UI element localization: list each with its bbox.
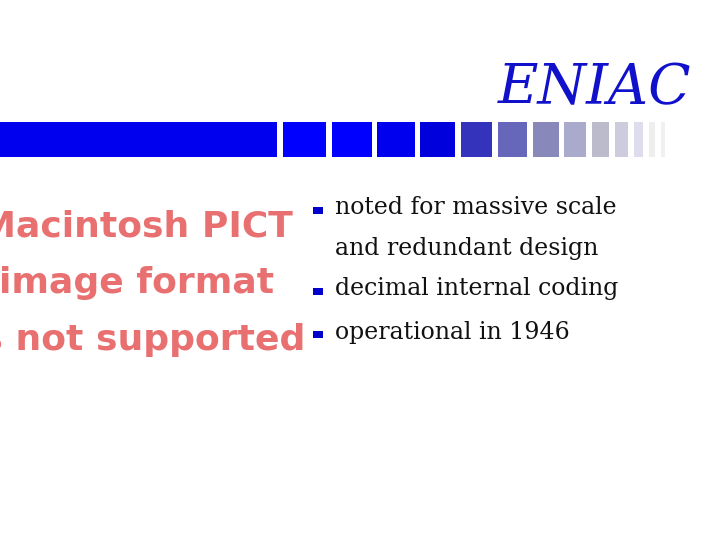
Bar	[631, 122, 634, 157]
Bar	[669, 122, 671, 157]
Bar	[330, 122, 332, 157]
Text: image format: image format	[0, 267, 274, 300]
Bar	[613, 122, 615, 157]
Bar	[661, 122, 665, 157]
Bar	[281, 122, 283, 157]
Text: and redundant design: and redundant design	[335, 237, 598, 260]
Bar	[590, 122, 592, 157]
Bar	[313, 288, 323, 295]
Bar	[649, 122, 655, 157]
Bar	[459, 122, 461, 157]
Bar	[634, 122, 643, 157]
Bar	[615, 122, 628, 157]
Bar	[647, 122, 649, 157]
Bar	[659, 122, 661, 157]
Bar	[418, 122, 420, 157]
Bar	[533, 122, 559, 157]
Bar	[531, 122, 533, 157]
Bar	[283, 122, 326, 157]
Bar	[0, 122, 277, 157]
Bar	[375, 122, 377, 157]
Text: noted for massive scale: noted for massive scale	[335, 197, 616, 219]
Bar	[496, 122, 498, 157]
Bar	[564, 122, 586, 157]
Text: ENIAC: ENIAC	[498, 62, 691, 116]
Text: operational in 1946: operational in 1946	[335, 321, 570, 343]
Bar	[377, 122, 415, 157]
Bar	[313, 331, 323, 338]
Text: Macintosh PICT: Macintosh PICT	[0, 210, 293, 244]
Text: is not supported: is not supported	[0, 323, 305, 357]
Bar	[461, 122, 492, 157]
Bar	[498, 122, 527, 157]
Text: decimal internal coding: decimal internal coding	[335, 278, 618, 300]
Bar	[562, 122, 564, 157]
Bar	[332, 122, 372, 157]
Bar	[420, 122, 455, 157]
Bar	[313, 207, 323, 214]
Bar	[592, 122, 609, 157]
